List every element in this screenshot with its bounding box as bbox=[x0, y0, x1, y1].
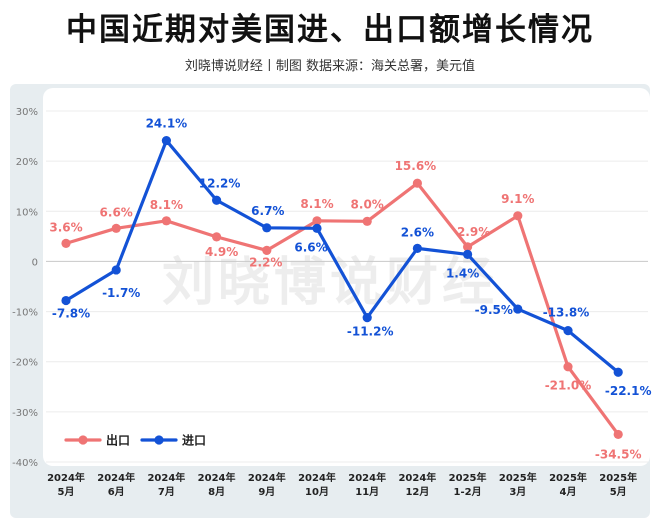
grid-lines bbox=[46, 110, 648, 463]
x-tick-label: 2024年 bbox=[147, 471, 185, 484]
data-point bbox=[412, 243, 422, 253]
y-tick-label: -10% bbox=[12, 308, 38, 319]
x-tick-label: 2025年 bbox=[549, 471, 587, 484]
legend-marker bbox=[154, 435, 164, 445]
y-tick-label: -30% bbox=[12, 408, 38, 419]
data-point bbox=[61, 295, 71, 306]
data-label: 8.1% bbox=[300, 197, 333, 211]
data-label: 15.6% bbox=[395, 159, 437, 173]
x-tick-label: 5月 bbox=[610, 486, 627, 498]
data-label: 12.2% bbox=[199, 176, 241, 190]
data-label: -1.7% bbox=[102, 286, 140, 300]
x-tick-label: 2024年 bbox=[298, 471, 336, 484]
data-label: 2.2% bbox=[249, 255, 282, 269]
data-point bbox=[463, 249, 473, 260]
data-point bbox=[513, 211, 523, 221]
data-label: 24.1% bbox=[146, 117, 188, 131]
data-label: -11.2% bbox=[347, 325, 394, 339]
data-label: 6.7% bbox=[251, 204, 284, 218]
data-point bbox=[161, 135, 171, 146]
data-point bbox=[262, 223, 272, 233]
x-tick-label: 2025年 bbox=[599, 471, 637, 484]
x-tick-label: 12月 bbox=[405, 486, 429, 498]
data-label: 1.4% bbox=[446, 266, 479, 280]
data-label: -7.8% bbox=[52, 307, 90, 321]
y-axis: 30% 20% 10% 0 -10% -20% -30% -40% bbox=[12, 107, 38, 469]
x-tick-label: 2025年 bbox=[449, 471, 487, 484]
legend-label: 出口 bbox=[106, 433, 130, 448]
y-tick-label: -40% bbox=[12, 458, 38, 469]
data-point bbox=[613, 367, 623, 377]
data-point bbox=[312, 216, 322, 226]
x-tick-label: 2024年 bbox=[198, 471, 236, 484]
data-point bbox=[212, 195, 222, 205]
y-tick-label: 20% bbox=[16, 157, 38, 168]
data-point bbox=[212, 232, 222, 242]
x-tick-label: 2024年 bbox=[398, 471, 436, 484]
data-point bbox=[563, 362, 573, 372]
x-tick-label: 2024年 bbox=[348, 471, 386, 484]
series-line-0 bbox=[64, 181, 620, 437]
data-label: 6.6% bbox=[100, 205, 133, 219]
data-point bbox=[61, 238, 71, 248]
series-line-1 bbox=[64, 138, 620, 374]
legend-label: 进口 bbox=[182, 433, 206, 448]
chart-subtitle: 刘晓博说财经丨制图 数据来源：海关总署，美元值 bbox=[184, 59, 476, 74]
watermark: 刘晓博说财经 bbox=[162, 253, 498, 313]
data-label: -34.5% bbox=[595, 447, 642, 461]
data-point bbox=[563, 326, 573, 336]
x-tick-label: 4月 bbox=[560, 486, 577, 498]
data-point bbox=[362, 216, 372, 226]
data-label: 2.9% bbox=[457, 225, 490, 239]
data-label: 9.1% bbox=[501, 192, 534, 206]
data-label: 4.9% bbox=[205, 245, 238, 259]
x-tick-label: 2024年 bbox=[248, 471, 286, 484]
data-label: -21.0% bbox=[545, 379, 592, 393]
x-axis: 2024年 5月 2024年 6月 2024年 7月 2024年 8月 2024年 9月 2024年… bbox=[47, 471, 637, 498]
y-tick-label: 30% bbox=[16, 107, 38, 118]
y-tick-label: 0 bbox=[32, 257, 38, 268]
x-tick-label: 7月 bbox=[158, 486, 175, 498]
data-label: 6.6% bbox=[294, 240, 327, 254]
series-lines bbox=[64, 138, 620, 437]
data-point bbox=[362, 312, 372, 323]
data-label: -13.8% bbox=[543, 306, 590, 320]
data-point bbox=[412, 178, 422, 188]
data-label: 2.6% bbox=[401, 225, 434, 239]
data-label: 3.6% bbox=[49, 220, 82, 234]
x-tick-label: 8月 bbox=[208, 486, 225, 498]
x-tick-label: 9月 bbox=[258, 486, 275, 498]
x-tick-label: 1-2月 bbox=[454, 486, 482, 498]
x-tick-label: 10月 bbox=[305, 486, 329, 498]
x-tick-label: 3月 bbox=[509, 486, 526, 498]
data-label: 8.1% bbox=[150, 198, 183, 212]
data-point bbox=[312, 223, 322, 233]
x-tick-label: 2024年 bbox=[97, 471, 135, 484]
y-tick-label: 10% bbox=[16, 207, 38, 218]
legend-marker bbox=[78, 435, 88, 445]
legend: 出口 进口 bbox=[64, 433, 206, 448]
x-tick-label: 11月 bbox=[355, 486, 379, 498]
data-point bbox=[111, 223, 121, 233]
y-tick-label: -20% bbox=[12, 358, 38, 369]
x-tick-label: 2024年 bbox=[47, 471, 85, 484]
data-label: -9.5% bbox=[475, 303, 513, 317]
data-point bbox=[613, 429, 623, 440]
plot-card bbox=[43, 88, 650, 466]
data-point bbox=[513, 304, 523, 314]
data-point bbox=[463, 242, 473, 252]
series-points bbox=[61, 135, 623, 440]
data-label: -22.1% bbox=[605, 384, 652, 398]
x-tick-label: 2025年 bbox=[499, 471, 537, 484]
data-labels: 3.6% 6.6% 8.1% 4.9% 2.2% 8.1% 8.0% 15.6% 2.9% 9.1… bbox=[49, 117, 651, 462]
data-label: 8.0% bbox=[351, 197, 384, 211]
data-point bbox=[262, 245, 272, 255]
chart-title: 中国近期对美国进、出口额增长情况 bbox=[66, 12, 594, 48]
x-tick-label: 6月 bbox=[108, 486, 125, 498]
x-tick-label: 5月 bbox=[58, 486, 75, 498]
data-point bbox=[111, 265, 121, 275]
data-point bbox=[161, 216, 171, 226]
